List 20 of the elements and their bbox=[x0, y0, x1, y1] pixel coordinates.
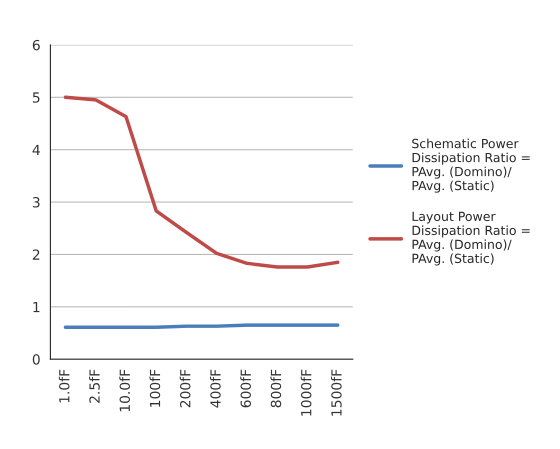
x-tick-label: 2.5fF bbox=[89, 370, 100, 403]
legend-label: Layout Power Dissipation Ratio = PAvg. (Domino)/ PAvg. (Static) bbox=[412, 212, 530, 266]
y-tick-label: 2 bbox=[32, 249, 40, 260]
y-tick-label: 0 bbox=[32, 354, 40, 365]
x-tick-label: 1000fF bbox=[300, 370, 312, 416]
x-tick-label: 400fF bbox=[210, 370, 221, 408]
x-tick-label: 200fF bbox=[180, 370, 191, 408]
legend-label: Schematic Power Dissipation Ratio = PAvg. (Domino)/ PAvg. (Static) bbox=[412, 138, 530, 193]
x-tick-label: 1.0fF bbox=[58, 370, 70, 402]
y-tick-label: 6 bbox=[32, 40, 40, 50]
y-tick-label: 5 bbox=[32, 92, 40, 103]
line-series bbox=[64, 96, 340, 269]
x-tick-label: 10.0fF bbox=[119, 370, 130, 412]
x-tick-label: 100fF bbox=[150, 370, 160, 407]
y-tick-label: 3 bbox=[32, 197, 40, 208]
x-tick-label: 800fF bbox=[270, 370, 282, 408]
y-tick-label: 1 bbox=[33, 302, 40, 312]
x-tick-label: 600fF bbox=[240, 370, 251, 408]
y-tick-label: 4 bbox=[32, 144, 40, 155]
x-tick-label: 1500fF bbox=[330, 370, 342, 416]
